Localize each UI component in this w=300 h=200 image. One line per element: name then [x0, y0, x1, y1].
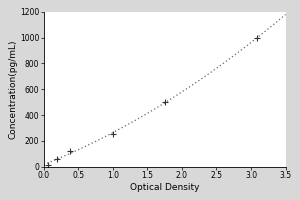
- X-axis label: Optical Density: Optical Density: [130, 183, 200, 192]
- Y-axis label: Concentration(pg/mL): Concentration(pg/mL): [8, 40, 17, 139]
